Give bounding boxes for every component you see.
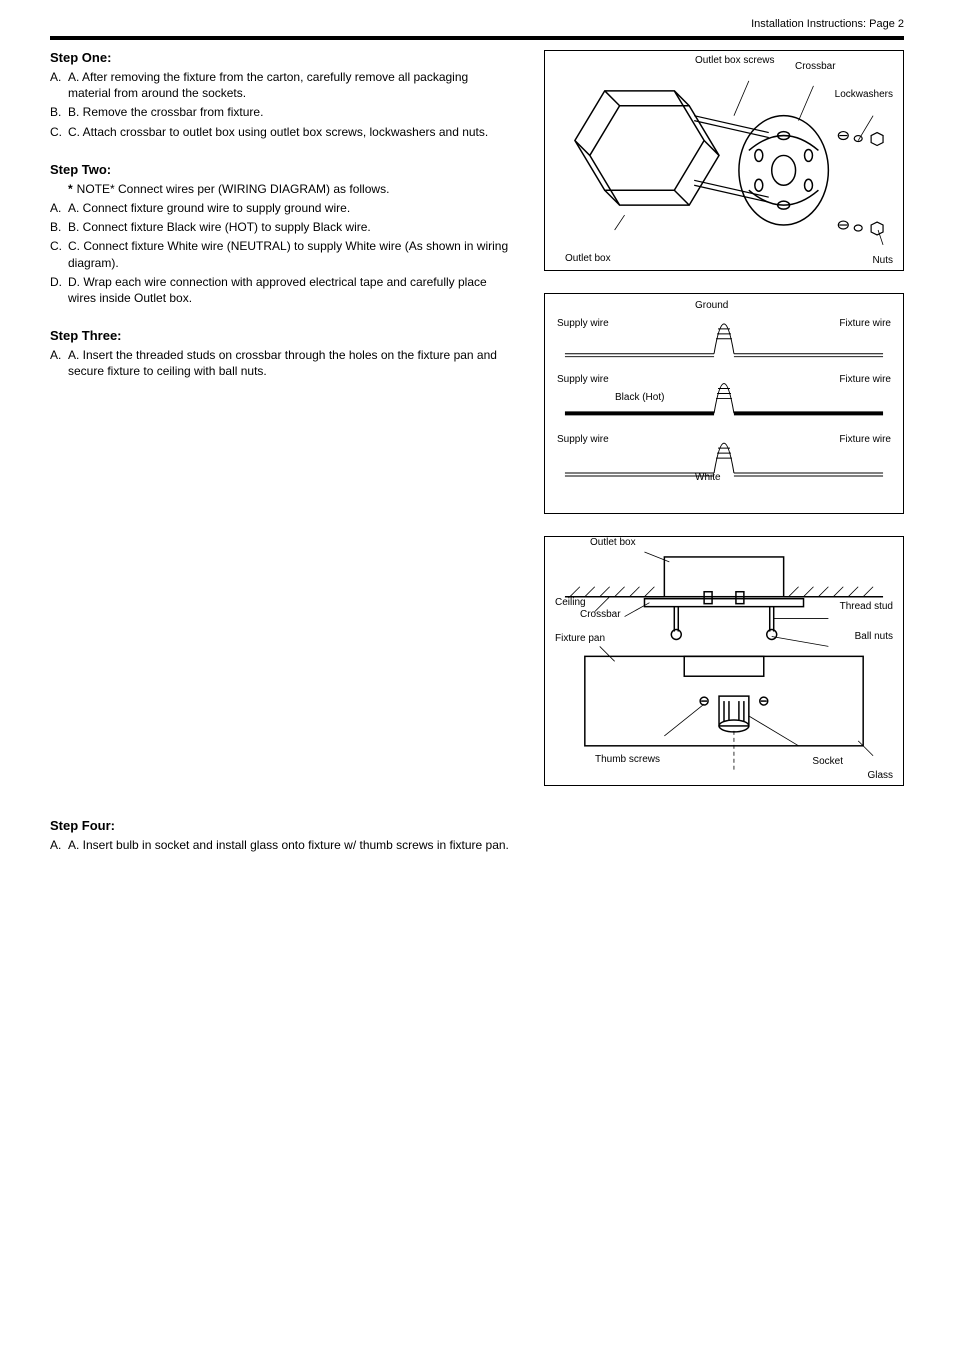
step-two-d: D. Wrap each wire connection with approv…: [68, 274, 514, 306]
step-two-list: * NOTE* Connect wires per (WIRING DIAGRAM…: [50, 181, 514, 306]
step-two-a: A. Connect fixture ground wire to supply…: [68, 200, 514, 216]
step-one-list: A. After removing the fixture from the c…: [50, 69, 514, 140]
fig3-thread-stud: Thread stud: [840, 601, 893, 612]
fig1-outlet-box-label: Outlet box: [565, 253, 611, 264]
fig2-black: Black (Hot): [615, 392, 664, 403]
fig3-ceiling: Ceiling: [555, 597, 586, 608]
fig2-ground: Ground: [695, 300, 728, 311]
step-four: Step Four: A. Insert bulb in socket and …: [50, 818, 904, 853]
step-three-list: A. Insert the threaded studs on crossbar…: [50, 347, 514, 379]
fig3-socket: Socket: [812, 756, 843, 767]
page-header: Installation Instructions: Page 2: [50, 18, 904, 30]
note-star-icon: *: [68, 182, 73, 196]
step-one-c: C. Attach crossbar to outlet box using o…: [68, 124, 514, 140]
fig1-crossbar-label: Crossbar: [795, 61, 836, 72]
figure-3-svg: [555, 547, 893, 776]
fig2-fixture-2: Fixture wire: [839, 374, 891, 385]
fig1-screws-label: Outlet box screws: [695, 55, 774, 66]
step-one-a: A. After removing the fixture from the c…: [68, 69, 514, 101]
right-column: Outlet box Outlet box screws Crossbar Lo…: [544, 50, 904, 808]
figure-wiring: Supply wire Fixture wire Ground Supply w…: [544, 293, 904, 514]
step-one-b: B. Remove the crossbar from fixture.: [68, 104, 514, 120]
left-column: Step One: A. After removing the fixture …: [50, 50, 514, 808]
step-two-note: * NOTE* Connect wires per (WIRING DIAGRAM…: [68, 181, 514, 197]
figure-2-svg: [555, 304, 893, 503]
content-row: Step One: A. After removing the fixture …: [50, 50, 904, 808]
fig3-thumb-screws: Thumb screws: [595, 754, 660, 765]
figure-assembly: Outlet box Ceiling Crossbar Thread stud …: [544, 536, 904, 787]
step-two-note-text: NOTE* Connect wires per (WIRING DIAGRAM)…: [77, 182, 390, 196]
step-four-title: Step Four:: [50, 818, 904, 833]
step-three: Step Three: A. Insert the threaded studs…: [50, 328, 514, 379]
step-two-c: C. Connect fixture White wire (NEUTRAL) …: [68, 238, 514, 270]
fig2-supply-3: Supply wire: [557, 434, 609, 445]
step-three-title: Step Three:: [50, 328, 514, 343]
step-two-b: B. Connect fixture Black wire (HOT) to s…: [68, 219, 514, 235]
fig2-fixture-1: Fixture wire: [839, 318, 891, 329]
step-one: Step One: A. After removing the fixture …: [50, 50, 514, 140]
fig3-outlet-box: Outlet box: [590, 537, 636, 548]
page-header-text: Installation Instructions: Page 2: [751, 18, 904, 30]
horizontal-rule: [50, 36, 904, 40]
fig2-fixture-3: Fixture wire: [839, 434, 891, 445]
step-one-title: Step One:: [50, 50, 514, 65]
fig2-supply-2: Supply wire: [557, 374, 609, 385]
step-three-a: A. Insert the threaded studs on crossbar…: [68, 347, 514, 379]
fig3-crossbar: Crossbar: [580, 609, 621, 620]
step-two-title: Step Two:: [50, 162, 514, 177]
fig2-white: White: [695, 472, 721, 483]
fig1-nuts-label: Nuts: [872, 255, 893, 266]
fig2-supply-1: Supply wire: [557, 318, 609, 329]
page: Installation Instructions: Page 2 Step O…: [50, 18, 904, 853]
figure-outlet-box: Outlet box Outlet box screws Crossbar Lo…: [544, 50, 904, 271]
step-four-list: A. Insert bulb in socket and install gla…: [50, 837, 904, 853]
step-two: Step Two: * NOTE* Connect wires per (WIRI…: [50, 162, 514, 306]
fig1-lockwashers-label: Lockwashers: [835, 89, 893, 100]
step-four-a: A. Insert bulb in socket and install gla…: [68, 837, 904, 853]
fig3-fixture-pan: Fixture pan: [555, 633, 605, 644]
fig3-glass: Glass: [867, 770, 893, 781]
fig3-ball-nuts: Ball nuts: [855, 631, 893, 642]
